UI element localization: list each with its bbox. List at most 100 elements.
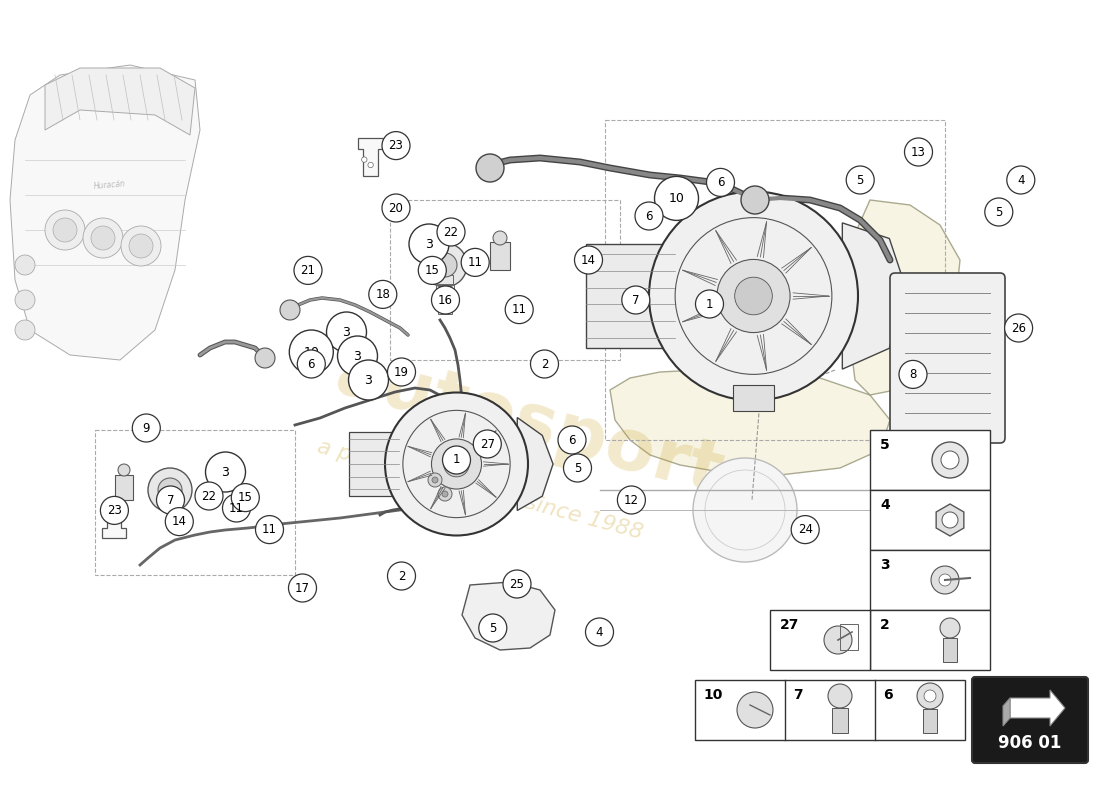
Text: 10: 10 xyxy=(703,688,723,702)
Circle shape xyxy=(222,494,251,522)
Circle shape xyxy=(195,482,223,510)
Circle shape xyxy=(156,486,185,514)
Circle shape xyxy=(693,458,798,562)
Text: 21: 21 xyxy=(300,264,316,277)
Circle shape xyxy=(932,442,968,478)
Bar xyxy=(437,295,453,304)
Circle shape xyxy=(1006,166,1035,194)
Bar xyxy=(490,242,510,270)
Circle shape xyxy=(431,439,482,489)
Circle shape xyxy=(984,198,1013,226)
Text: 4: 4 xyxy=(1018,174,1024,186)
Circle shape xyxy=(649,191,858,401)
Circle shape xyxy=(846,166,874,194)
Text: 19: 19 xyxy=(394,366,409,378)
Circle shape xyxy=(297,350,326,378)
Text: 6: 6 xyxy=(569,434,575,446)
Text: 15: 15 xyxy=(238,491,253,504)
Circle shape xyxy=(385,393,528,535)
Circle shape xyxy=(15,255,35,275)
Text: 6: 6 xyxy=(883,688,892,702)
Circle shape xyxy=(45,210,85,250)
Text: 3: 3 xyxy=(342,326,351,338)
Text: 22: 22 xyxy=(201,490,217,502)
Text: 3: 3 xyxy=(364,374,373,386)
Circle shape xyxy=(635,202,663,230)
Bar xyxy=(870,490,990,550)
Bar xyxy=(116,475,133,500)
Circle shape xyxy=(717,259,790,333)
Bar xyxy=(605,120,945,440)
Polygon shape xyxy=(850,200,960,395)
Text: 3: 3 xyxy=(880,558,890,572)
Circle shape xyxy=(503,570,531,598)
Circle shape xyxy=(558,426,586,454)
Bar xyxy=(943,638,957,662)
Circle shape xyxy=(327,312,366,352)
Circle shape xyxy=(461,249,490,277)
Text: 11: 11 xyxy=(512,303,527,316)
Circle shape xyxy=(382,131,410,160)
Text: 2: 2 xyxy=(541,358,548,370)
Circle shape xyxy=(129,234,153,258)
Circle shape xyxy=(294,257,322,285)
Circle shape xyxy=(231,483,260,512)
Text: 5: 5 xyxy=(857,174,864,186)
Circle shape xyxy=(255,516,284,544)
Circle shape xyxy=(349,360,388,400)
Text: 15: 15 xyxy=(425,264,440,277)
Circle shape xyxy=(387,562,416,590)
Circle shape xyxy=(654,176,698,221)
Circle shape xyxy=(111,510,117,514)
Circle shape xyxy=(442,491,448,497)
Text: 6: 6 xyxy=(717,176,724,189)
Circle shape xyxy=(505,296,534,323)
Text: 24: 24 xyxy=(798,523,813,536)
Circle shape xyxy=(433,253,456,277)
Bar xyxy=(840,624,858,650)
Text: 17: 17 xyxy=(295,582,310,594)
Bar xyxy=(770,610,870,670)
Circle shape xyxy=(409,224,449,264)
Bar xyxy=(832,708,848,733)
Bar xyxy=(733,385,774,411)
Polygon shape xyxy=(843,223,905,369)
Circle shape xyxy=(530,350,559,378)
Circle shape xyxy=(617,486,646,514)
Polygon shape xyxy=(517,418,553,510)
Polygon shape xyxy=(45,68,195,135)
Circle shape xyxy=(621,286,650,314)
Circle shape xyxy=(106,514,110,520)
Text: 1: 1 xyxy=(706,298,713,310)
Circle shape xyxy=(917,683,943,709)
Circle shape xyxy=(493,231,507,245)
Circle shape xyxy=(15,290,35,310)
Circle shape xyxy=(931,566,959,594)
Text: 6: 6 xyxy=(646,210,652,222)
Text: 22: 22 xyxy=(443,226,459,238)
Bar xyxy=(437,275,453,284)
Bar xyxy=(695,680,965,740)
Circle shape xyxy=(387,358,416,386)
Text: 5: 5 xyxy=(880,438,890,452)
Text: 11: 11 xyxy=(229,502,244,514)
Text: 3: 3 xyxy=(221,466,230,478)
Circle shape xyxy=(100,496,129,525)
Circle shape xyxy=(288,574,317,602)
Text: a passion for parts since 1988: a passion for parts since 1988 xyxy=(315,437,645,543)
Circle shape xyxy=(741,186,769,214)
Circle shape xyxy=(1004,314,1033,342)
Circle shape xyxy=(706,168,735,196)
Circle shape xyxy=(574,246,603,274)
Text: 13: 13 xyxy=(911,146,926,158)
Circle shape xyxy=(418,257,447,285)
Text: 25: 25 xyxy=(509,578,525,590)
Bar xyxy=(586,244,675,348)
Text: 10: 10 xyxy=(669,192,684,205)
Polygon shape xyxy=(1003,698,1010,726)
Circle shape xyxy=(476,154,504,182)
Text: 4: 4 xyxy=(596,626,603,638)
Polygon shape xyxy=(936,504,964,536)
Circle shape xyxy=(428,473,442,487)
Circle shape xyxy=(132,414,161,442)
